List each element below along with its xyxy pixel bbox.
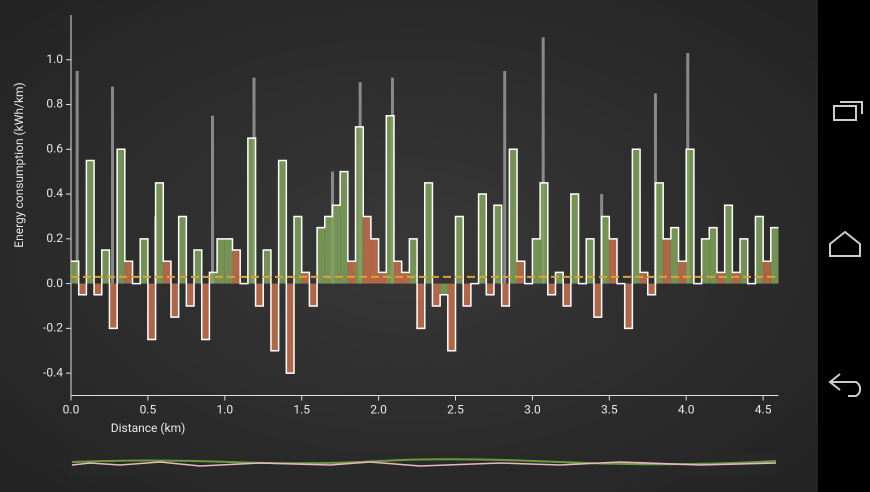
x-tick-label: 0.0 <box>63 403 80 417</box>
step-area <box>671 228 679 284</box>
chart: Energy consumption (kWh/km) Distance (km… <box>0 0 870 492</box>
step-area <box>109 284 117 329</box>
step-area <box>479 194 487 284</box>
step-area <box>463 284 471 306</box>
step-area <box>386 116 394 284</box>
step-area <box>379 272 387 283</box>
step-area <box>432 284 440 306</box>
step-area <box>548 284 556 295</box>
step-area <box>625 284 633 329</box>
step-area <box>356 127 364 284</box>
step-area <box>440 284 448 295</box>
step-area <box>256 284 264 306</box>
step-area <box>271 284 279 351</box>
step-area <box>348 261 356 283</box>
step-area <box>717 272 725 283</box>
step-area <box>317 228 325 284</box>
y-tick-label: 0.4 <box>46 186 63 200</box>
y-tick-label: 1.0 <box>46 52 63 66</box>
x-tick-label: 4.0 <box>678 403 695 417</box>
step-area <box>632 149 640 283</box>
step-area <box>202 284 210 340</box>
step-area <box>232 250 240 284</box>
x-tick-label: 1.0 <box>216 403 233 417</box>
step-area <box>494 205 502 283</box>
step-area <box>94 284 102 295</box>
x-tick-label: 0.5 <box>140 403 157 417</box>
step-area <box>248 138 256 283</box>
step-area <box>763 261 771 283</box>
x-tick-label: 4.5 <box>755 403 772 417</box>
step-area <box>302 272 310 283</box>
step-area <box>686 149 694 283</box>
y-tick-label: 0.6 <box>46 141 63 155</box>
step-area <box>340 172 348 284</box>
step-area <box>755 216 763 283</box>
y-tick-label: 0.8 <box>46 97 63 111</box>
step-area <box>71 261 79 283</box>
step-area <box>563 284 571 306</box>
step-area <box>194 250 202 284</box>
step-area <box>679 261 687 283</box>
x-tick-label: 1.5 <box>293 403 310 417</box>
y-axis-label: Energy consumption (kWh/km) <box>12 82 26 247</box>
step-area <box>486 284 494 295</box>
step-area <box>117 149 125 283</box>
step-area <box>555 272 563 283</box>
step-area <box>448 284 456 351</box>
step-area <box>209 272 217 283</box>
step-area <box>125 261 133 283</box>
overview <box>70 455 776 475</box>
step-area <box>594 284 602 318</box>
step-area <box>263 250 271 284</box>
step-area <box>602 216 610 283</box>
step-area <box>648 284 656 295</box>
step-area <box>156 183 164 284</box>
screen: Energy consumption (kWh/km) Distance (km… <box>0 0 870 492</box>
step-area <box>655 183 663 284</box>
step-area <box>394 261 402 283</box>
y-tick-label: -0.4 <box>43 365 63 379</box>
step-area <box>325 216 333 283</box>
x-axis-label: Distance (km) <box>111 421 186 435</box>
step-area <box>363 216 371 283</box>
step-area <box>294 216 302 283</box>
nav-bar <box>818 0 870 492</box>
step-area <box>732 272 740 283</box>
y-tick-label: 0.2 <box>46 231 63 245</box>
step-area <box>186 284 194 306</box>
x-tick-label: 3.0 <box>524 403 541 417</box>
step-area <box>163 261 171 283</box>
x-tick-label: 2.5 <box>447 403 464 417</box>
step-area <box>286 284 294 374</box>
step-area <box>102 250 110 284</box>
step-area <box>425 183 433 284</box>
step-area <box>279 160 287 283</box>
step-area <box>502 284 510 306</box>
step-area <box>86 160 94 283</box>
step-area <box>309 284 317 306</box>
y-tick-label: 0.0 <box>46 276 63 290</box>
step-area <box>456 216 464 283</box>
step-area <box>509 149 517 283</box>
step-area <box>571 194 579 284</box>
x-tick-label: 3.5 <box>601 403 618 417</box>
y-tick-label: -0.2 <box>43 321 63 335</box>
step-area <box>517 261 525 283</box>
step-area <box>179 216 187 283</box>
step-area <box>709 228 717 284</box>
step-area <box>171 284 179 318</box>
step-area <box>771 228 779 284</box>
step-area <box>332 205 340 283</box>
step-area <box>640 272 648 283</box>
x-tick-label: 2.0 <box>370 403 387 417</box>
step-area <box>540 183 548 284</box>
step-area <box>79 284 87 295</box>
step-area <box>148 284 156 340</box>
step-area <box>417 284 425 329</box>
step-area <box>725 205 733 283</box>
step-area <box>402 272 410 283</box>
